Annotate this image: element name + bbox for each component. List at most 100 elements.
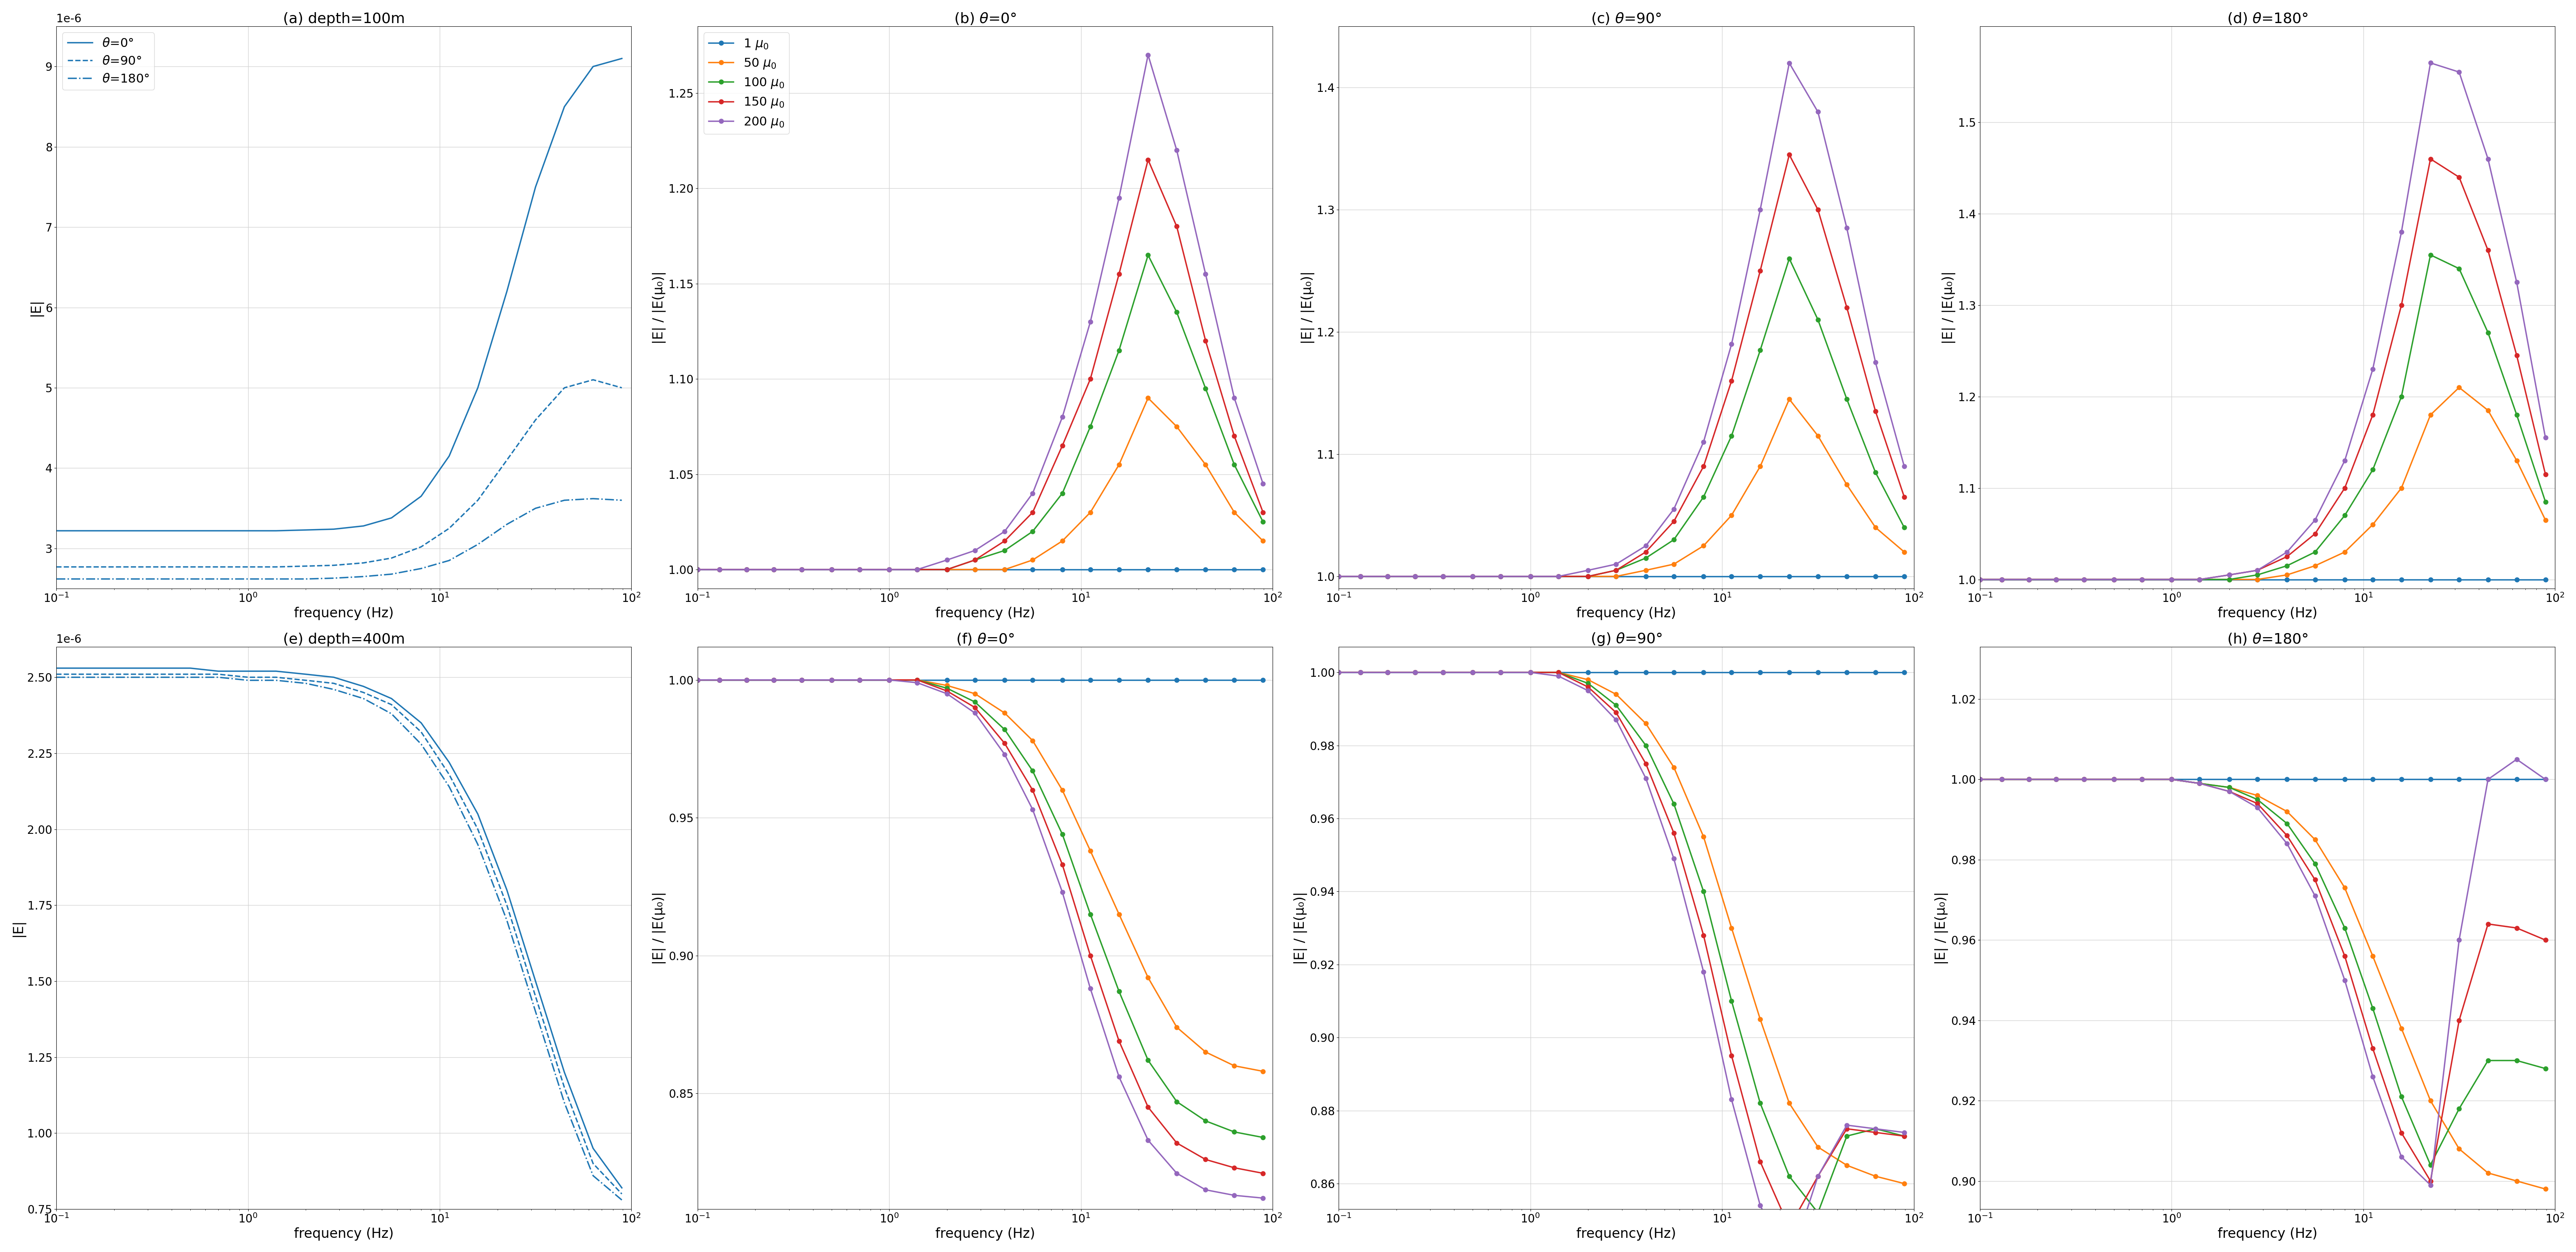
100 $\mu_0$: [1162, 304, 1193, 319]
$\theta$=0°: [577, 59, 608, 74]
$\theta$=180°: [520, 501, 551, 516]
1 $\mu_0$: [1103, 562, 1133, 577]
$\theta$=180°: [291, 571, 322, 586]
Y-axis label: |E|: |E|: [10, 919, 26, 936]
X-axis label: frequency (Hz): frequency (Hz): [1577, 1227, 1677, 1241]
150 $\mu_0$: [989, 533, 1020, 548]
150 $\mu_0$: [1247, 505, 1278, 520]
$\theta$=0°: [404, 488, 435, 503]
$\theta$=0°: [90, 523, 121, 538]
$\theta$=0°: [232, 523, 263, 538]
1 $\mu_0$: [933, 562, 963, 577]
1 $\mu_0$: [902, 562, 933, 577]
Title: (g) $\theta$=90°: (g) $\theta$=90°: [1589, 631, 1662, 647]
$\theta$=0°: [492, 284, 523, 299]
X-axis label: frequency (Hz): frequency (Hz): [2218, 607, 2318, 620]
200 $\mu_0$: [933, 552, 963, 567]
$\theta$=0°: [175, 523, 206, 538]
$\theta$=90°: [404, 540, 435, 555]
50 $\mu_0$: [1247, 533, 1278, 548]
150 $\mu_0$: [1162, 219, 1193, 234]
100 $\mu_0$: [933, 562, 963, 577]
200 $\mu_0$: [873, 562, 904, 577]
X-axis label: frequency (Hz): frequency (Hz): [294, 1227, 394, 1241]
$\theta$=180°: [232, 571, 263, 586]
200 $\mu_0$: [1133, 48, 1164, 63]
Title: (h) $\theta$=180°: (h) $\theta$=180°: [2226, 632, 2308, 646]
200 $\mu_0$: [683, 562, 714, 577]
X-axis label: frequency (Hz): frequency (Hz): [935, 1227, 1036, 1241]
100 $\mu_0$: [1103, 343, 1133, 358]
1 $\mu_0$: [873, 562, 904, 577]
X-axis label: frequency (Hz): frequency (Hz): [2218, 1227, 2318, 1241]
$\theta$=90°: [41, 560, 72, 575]
$\theta$=90°: [62, 560, 93, 575]
50 $\mu_0$: [703, 562, 734, 577]
$\theta$=0°: [433, 448, 464, 463]
200 $\mu_0$: [1046, 409, 1077, 424]
X-axis label: frequency (Hz): frequency (Hz): [1577, 607, 1677, 620]
$\theta$=90°: [433, 521, 464, 536]
Line: 100 $\mu_0$: 100 $\mu_0$: [696, 253, 1265, 572]
1 $\mu_0$: [1046, 562, 1077, 577]
$\theta$=90°: [492, 452, 523, 467]
200 $\mu_0$: [1074, 314, 1105, 329]
50 $\mu_0$: [873, 562, 904, 577]
$\theta$=180°: [549, 493, 580, 508]
Line: 150 $\mu_0$: 150 $\mu_0$: [696, 158, 1265, 572]
150 $\mu_0$: [958, 552, 989, 567]
200 $\mu_0$: [817, 562, 848, 577]
100 $\mu_0$: [683, 562, 714, 577]
150 $\mu_0$: [902, 562, 933, 577]
150 $\mu_0$: [1074, 372, 1105, 387]
Title: (d) $\theta$=180°: (d) $\theta$=180°: [2226, 11, 2308, 26]
200 $\mu_0$: [703, 562, 734, 577]
Line: 200 $\mu_0$: 200 $\mu_0$: [696, 53, 1265, 572]
150 $\mu_0$: [786, 562, 817, 577]
200 $\mu_0$: [989, 523, 1020, 538]
1 $\mu_0$: [683, 562, 714, 577]
$\theta$=90°: [605, 381, 636, 396]
$\theta$=90°: [232, 560, 263, 575]
$\theta$=0°: [319, 522, 350, 537]
50 $\mu_0$: [902, 562, 933, 577]
200 $\mu_0$: [1218, 391, 1249, 406]
Line: $\theta$=0°: $\theta$=0°: [57, 59, 621, 531]
100 $\mu_0$: [1133, 248, 1164, 263]
200 $\mu_0$: [902, 562, 933, 577]
$\theta$=90°: [260, 560, 291, 575]
$\theta$=90°: [90, 560, 121, 575]
1 $\mu_0$: [817, 562, 848, 577]
150 $\mu_0$: [1018, 505, 1048, 520]
$\theta$=90°: [348, 556, 379, 571]
$\theta$=180°: [41, 571, 72, 586]
$\theta$=0°: [605, 51, 636, 66]
150 $\mu_0$: [703, 562, 734, 577]
100 $\mu_0$: [1247, 515, 1278, 530]
50 $\mu_0$: [732, 562, 762, 577]
Y-axis label: |E| / |E(μ₀)|: |E| / |E(μ₀)|: [1942, 270, 1955, 344]
150 $\mu_0$: [817, 562, 848, 577]
1 $\mu_0$: [1247, 562, 1278, 577]
1 $\mu_0$: [732, 562, 762, 577]
$\theta$=90°: [376, 551, 407, 566]
$\theta$=180°: [577, 491, 608, 506]
$\theta$=180°: [144, 571, 175, 586]
1 $\mu_0$: [1162, 562, 1193, 577]
150 $\mu_0$: [732, 562, 762, 577]
50 $\mu_0$: [1103, 457, 1133, 472]
100 $\mu_0$: [1074, 419, 1105, 434]
50 $\mu_0$: [817, 562, 848, 577]
1 $\mu_0$: [1190, 562, 1221, 577]
$\theta$=180°: [433, 553, 464, 568]
$\theta$=90°: [175, 560, 206, 575]
$\theta$=0°: [144, 523, 175, 538]
$\theta$=0°: [116, 523, 147, 538]
$\theta$=180°: [319, 571, 350, 586]
100 $\mu_0$: [757, 562, 788, 577]
Line: 50 $\mu_0$: 50 $\mu_0$: [696, 396, 1265, 572]
1 $\mu_0$: [757, 562, 788, 577]
50 $\mu_0$: [1162, 419, 1193, 434]
200 $\mu_0$: [1190, 267, 1221, 282]
Title: (c) $\theta$=90°: (c) $\theta$=90°: [1592, 11, 1662, 26]
